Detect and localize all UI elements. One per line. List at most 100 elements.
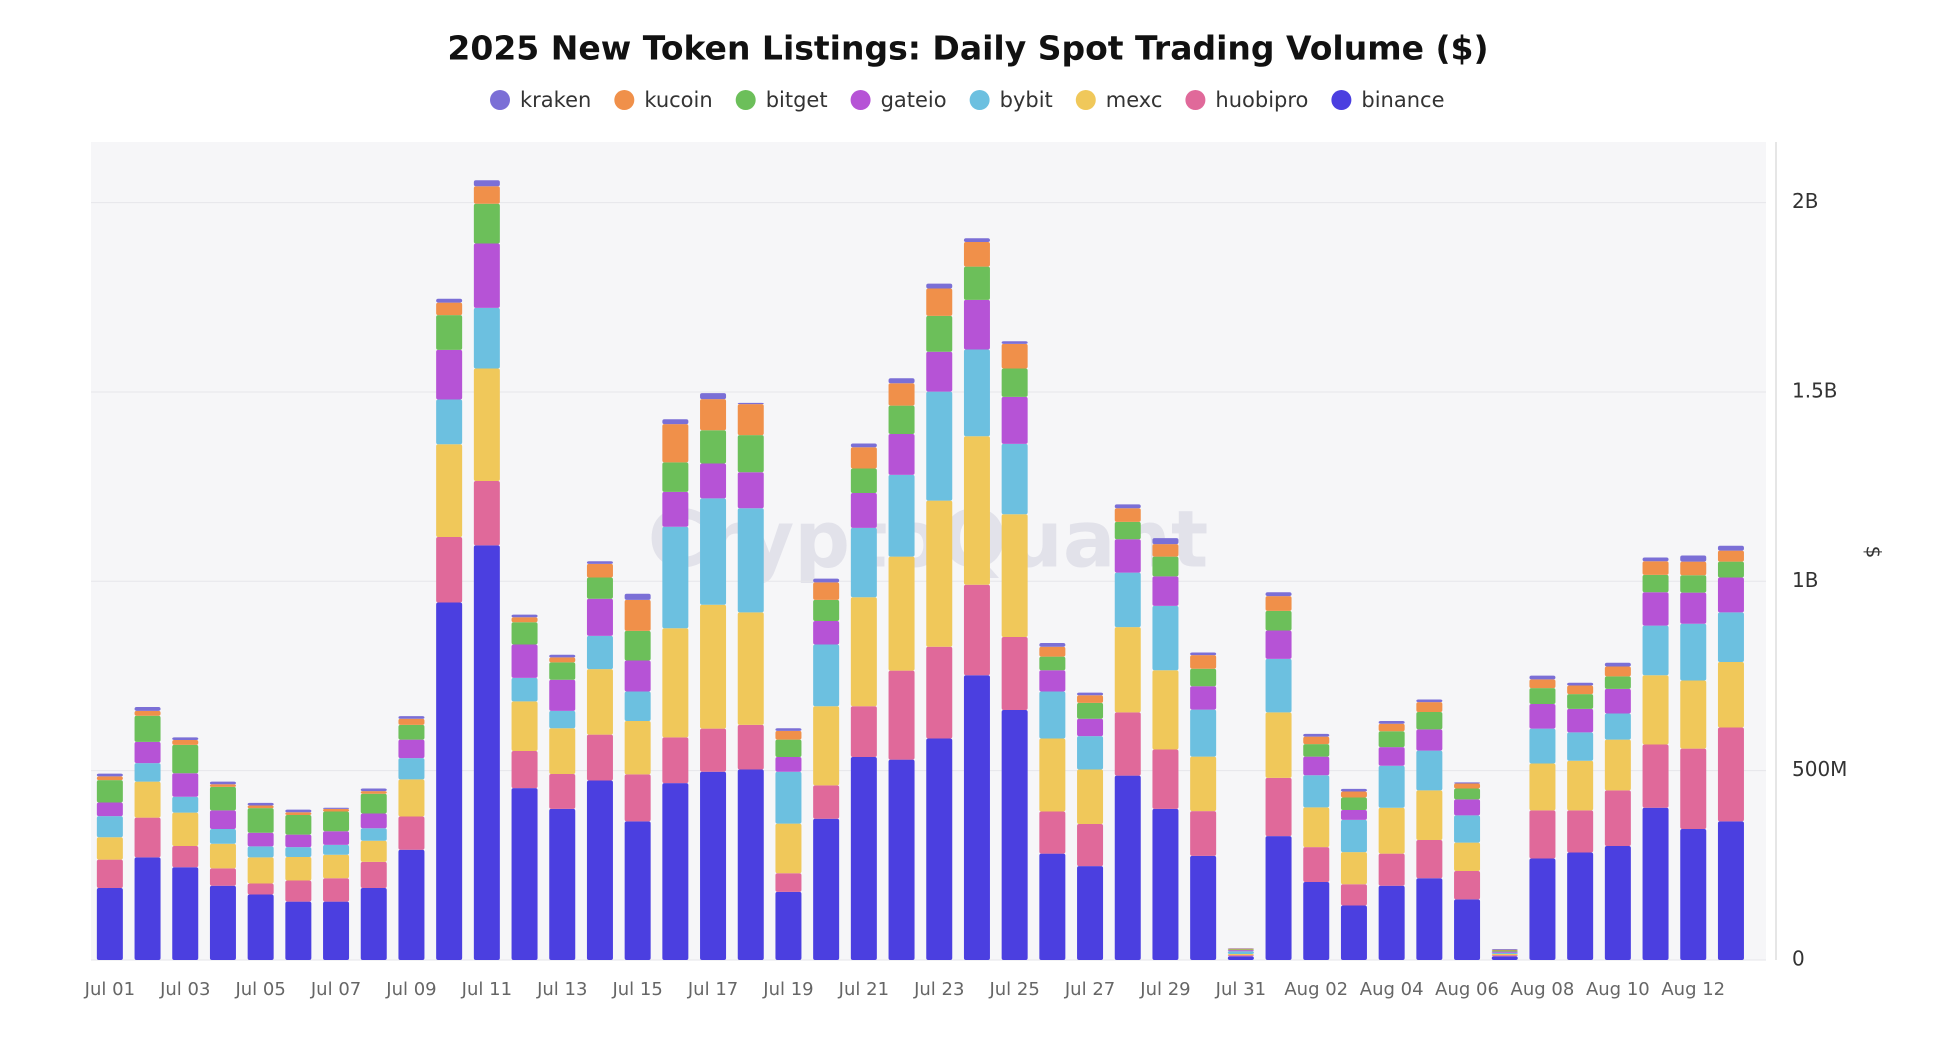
bar-segment bbox=[1115, 504, 1141, 508]
bar-segment bbox=[813, 706, 839, 785]
bar-segment bbox=[1303, 775, 1329, 807]
bar-segment bbox=[662, 424, 688, 462]
legend-swatch bbox=[1185, 90, 1205, 110]
bar-segment bbox=[1718, 727, 1744, 821]
bar-segment bbox=[135, 782, 161, 818]
bar-segment bbox=[1567, 694, 1593, 709]
bar-segment bbox=[851, 528, 877, 597]
x-tick-label: Jul 17 bbox=[687, 979, 738, 1000]
x-tick-label: Jul 19 bbox=[762, 979, 813, 1000]
legend-label: bybit bbox=[1000, 88, 1053, 112]
legend-swatch bbox=[970, 90, 990, 110]
bar-segment bbox=[474, 368, 500, 480]
bar-segment bbox=[1341, 884, 1367, 905]
bar-segment bbox=[549, 711, 575, 728]
bar-segment bbox=[1492, 951, 1518, 952]
bar-segment bbox=[474, 186, 500, 203]
bar-segment bbox=[625, 660, 651, 691]
bar-segment bbox=[172, 737, 198, 740]
bar-segment bbox=[1077, 693, 1103, 696]
bar-segment bbox=[323, 845, 349, 855]
bar-segment bbox=[625, 594, 651, 600]
bar-segment bbox=[1190, 669, 1216, 686]
bar-segment bbox=[474, 545, 500, 960]
bar-segment bbox=[813, 579, 839, 583]
bar-segment bbox=[1680, 562, 1706, 576]
bar-segment bbox=[813, 785, 839, 818]
bar-segment bbox=[964, 238, 990, 242]
bar-segment bbox=[851, 706, 877, 757]
bar-segment bbox=[398, 758, 424, 779]
bar-segment bbox=[625, 631, 651, 661]
bar-segment bbox=[436, 315, 462, 350]
bar-segment bbox=[398, 725, 424, 740]
bar-segment bbox=[549, 680, 575, 711]
bar-segment bbox=[1002, 514, 1028, 637]
bar-segment bbox=[1416, 729, 1442, 750]
bar-segment bbox=[1567, 761, 1593, 811]
bar-segment bbox=[1454, 899, 1480, 960]
bar-segment bbox=[1605, 689, 1631, 714]
bar-segment bbox=[775, 728, 801, 731]
bar-segment bbox=[1115, 776, 1141, 960]
bar-segment bbox=[1492, 956, 1518, 960]
bar-segment bbox=[700, 393, 726, 399]
x-tick-label: Jul 23 bbox=[913, 979, 964, 1000]
bar-segment bbox=[1190, 655, 1216, 669]
y-tick-label: 0 bbox=[1792, 947, 1805, 971]
bar-segment bbox=[285, 835, 311, 847]
bar-segment bbox=[323, 809, 349, 812]
bar-segment bbox=[1605, 790, 1631, 846]
bar-segment bbox=[1077, 695, 1103, 703]
bar-segment bbox=[1303, 757, 1329, 776]
x-tick-label: Aug 06 bbox=[1435, 979, 1499, 1000]
bar-segment bbox=[1190, 856, 1216, 960]
bar-segment bbox=[1529, 676, 1555, 680]
bar-segment bbox=[248, 808, 274, 833]
x-tick-label: Jul 11 bbox=[461, 979, 512, 1000]
bar-segment bbox=[926, 392, 952, 501]
bar-segment bbox=[1680, 593, 1706, 624]
bar-segment bbox=[474, 243, 500, 307]
bar-segment bbox=[1529, 679, 1555, 688]
bar-segment bbox=[1115, 508, 1141, 522]
bar-segment bbox=[1152, 538, 1178, 544]
bar-segment bbox=[1567, 683, 1593, 686]
legend-swatch bbox=[736, 90, 756, 110]
bar-segment bbox=[1152, 606, 1178, 670]
bar-segment bbox=[1002, 637, 1028, 710]
bar-segment bbox=[323, 831, 349, 845]
bar-segment bbox=[172, 797, 198, 813]
x-tick-label: Jul 21 bbox=[838, 979, 889, 1000]
bar-segment bbox=[1492, 950, 1518, 951]
bar-segment bbox=[662, 419, 688, 424]
bar-segment bbox=[738, 612, 764, 724]
bar-segment bbox=[587, 561, 613, 564]
bar-segment bbox=[361, 788, 387, 791]
bar-segment bbox=[1303, 737, 1329, 745]
bar-segment bbox=[1643, 575, 1669, 592]
chart-title: 2025 New Token Listings: Daily Spot Trad… bbox=[447, 29, 1488, 68]
bar-segment bbox=[1680, 749, 1706, 829]
bar-segment bbox=[587, 780, 613, 960]
bar-segment bbox=[1718, 578, 1744, 613]
bar-segment bbox=[1605, 663, 1631, 667]
bar-segment bbox=[97, 860, 123, 888]
bar-segment bbox=[700, 430, 726, 463]
x-tick-label: Jul 07 bbox=[310, 979, 361, 1000]
bar-segment bbox=[775, 824, 801, 874]
bar-segment bbox=[135, 857, 161, 960]
bar-segment bbox=[1379, 808, 1405, 854]
bar-segment bbox=[926, 352, 952, 392]
x-tick-label: Jul 29 bbox=[1139, 979, 1190, 1000]
bar-segment bbox=[436, 350, 462, 400]
bar-segment bbox=[851, 757, 877, 960]
y-axis-label: $ bbox=[1862, 546, 1886, 559]
bar-segment bbox=[549, 809, 575, 960]
bar-segment bbox=[1303, 744, 1329, 756]
bar-segment bbox=[512, 617, 538, 622]
bar-segment bbox=[285, 810, 311, 813]
bar-segment bbox=[851, 493, 877, 528]
bar-segment bbox=[738, 435, 764, 472]
x-tick-label: Jul 31 bbox=[1215, 979, 1266, 1000]
